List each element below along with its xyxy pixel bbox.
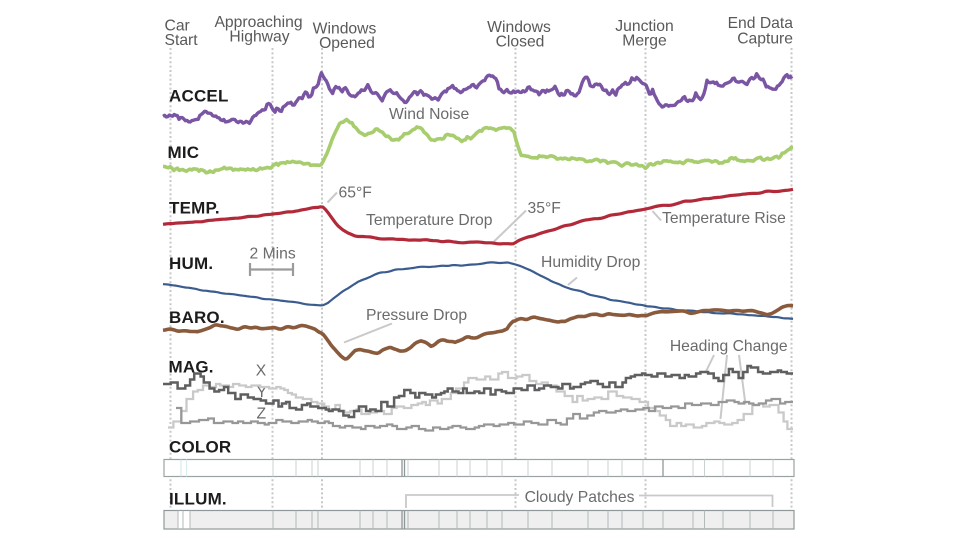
- svg-text:Pressure Drop: Pressure Drop: [366, 307, 467, 324]
- svg-text:Heading Change: Heading Change: [670, 338, 788, 355]
- svg-text:Junction: Junction: [615, 18, 673, 35]
- svg-text:ILLUM.: ILLUM.: [169, 490, 227, 509]
- svg-text:Cloudy Patches: Cloudy Patches: [525, 489, 635, 506]
- svg-text:35°F: 35°F: [528, 200, 561, 217]
- svg-text:Windows: Windows: [313, 21, 377, 38]
- svg-text:Highway: Highway: [229, 29, 289, 46]
- svg-text:Y: Y: [257, 384, 268, 401]
- svg-text:Temperature Rise: Temperature Rise: [662, 210, 786, 227]
- svg-text:Humidity Drop: Humidity Drop: [541, 254, 641, 271]
- svg-text:Approaching: Approaching: [214, 14, 302, 31]
- svg-text:HUM.: HUM.: [169, 254, 213, 273]
- svg-text:Capture: Capture: [737, 31, 793, 48]
- svg-text:End Data: End Data: [728, 15, 794, 32]
- svg-text:Closed: Closed: [496, 34, 545, 51]
- svg-text:Car: Car: [165, 18, 190, 35]
- svg-text:Z: Z: [257, 406, 267, 423]
- svg-text:2 Mins: 2 Mins: [250, 246, 296, 263]
- svg-text:65°F: 65°F: [339, 185, 372, 202]
- svg-text:COLOR: COLOR: [169, 438, 231, 457]
- svg-text:Merge: Merge: [622, 33, 667, 50]
- svg-text:MIC: MIC: [168, 143, 200, 162]
- svg-text:X: X: [256, 362, 267, 379]
- svg-text:Wind Noise: Wind Noise: [389, 106, 469, 123]
- svg-text:Temperature Drop: Temperature Drop: [366, 212, 493, 229]
- svg-text:MAG.: MAG.: [169, 358, 214, 377]
- svg-text:TEMP.: TEMP.: [169, 199, 220, 218]
- svg-text:Windows: Windows: [487, 19, 551, 36]
- svg-text:Opened: Opened: [319, 35, 375, 52]
- svg-text:BARO.: BARO.: [169, 308, 225, 327]
- svg-text:Start: Start: [165, 32, 199, 49]
- svg-text:ACCEL: ACCEL: [169, 87, 229, 106]
